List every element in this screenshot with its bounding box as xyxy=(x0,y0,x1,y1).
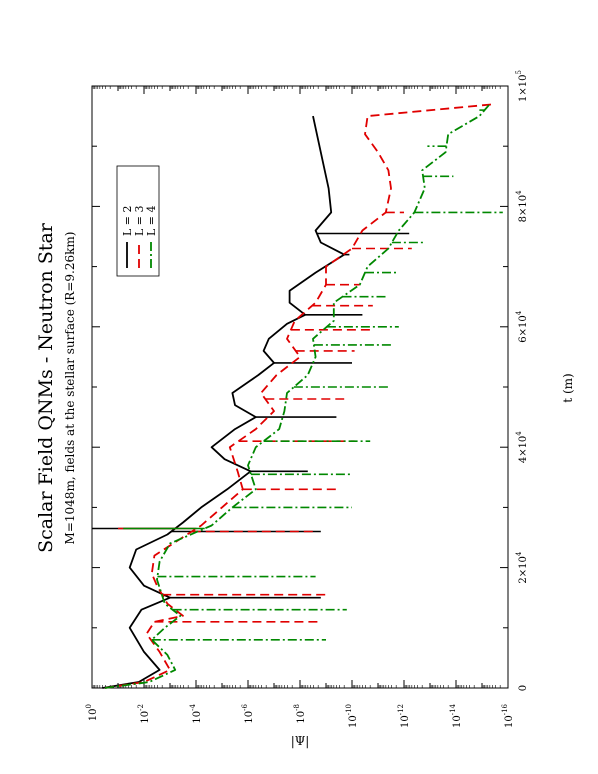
y-tick-label: 10-10 xyxy=(345,704,359,728)
y-tick-label: 10-12 xyxy=(397,704,411,728)
y-axis-title: |Ψ| xyxy=(291,734,310,748)
legend-box xyxy=(116,165,160,277)
y-tick-label: 100 xyxy=(85,704,99,721)
y-tick-label: 10-14 xyxy=(449,703,463,728)
x-tick-label: 4×104 xyxy=(515,431,529,463)
series-line xyxy=(102,115,346,689)
x-tick-labels: 0 2×104 4×104 6×104 8×104 1×105 xyxy=(515,70,529,691)
chart-subtitle: M=1048m, fields at the stellar surface (… xyxy=(63,232,77,545)
series-line xyxy=(104,103,496,689)
x-tick-label: 2×104 xyxy=(515,551,529,583)
x-axis-title: t (m) xyxy=(561,373,575,402)
x-tick-label: 8×104 xyxy=(515,190,529,222)
y-tick-labels: 100 10-2 10-4 10-6 10-8 10-10 10-12 10-14 10-16 xyxy=(85,703,515,728)
y-tick-label: 10-2 xyxy=(137,704,151,724)
legend-label: L = 3 xyxy=(133,205,146,236)
y-tick-label: 10-4 xyxy=(189,703,203,723)
chart-title: Scalar Field QNMs - Neutron Star xyxy=(35,222,57,553)
y-tick-label: 10-8 xyxy=(293,704,307,724)
series-3 xyxy=(104,103,503,689)
series-layer xyxy=(92,103,503,689)
x-tick-label: 1×105 xyxy=(515,70,529,102)
y-tick-label: 10-6 xyxy=(241,703,255,723)
legend-label: L = 2 xyxy=(121,205,134,236)
x-tick-label: 6×104 xyxy=(515,310,529,342)
x-tick-label: 0 xyxy=(518,685,529,691)
y-tick-label: 10-16 xyxy=(501,703,515,728)
legend-label: L = 4 xyxy=(145,205,158,236)
series-line xyxy=(104,103,491,689)
